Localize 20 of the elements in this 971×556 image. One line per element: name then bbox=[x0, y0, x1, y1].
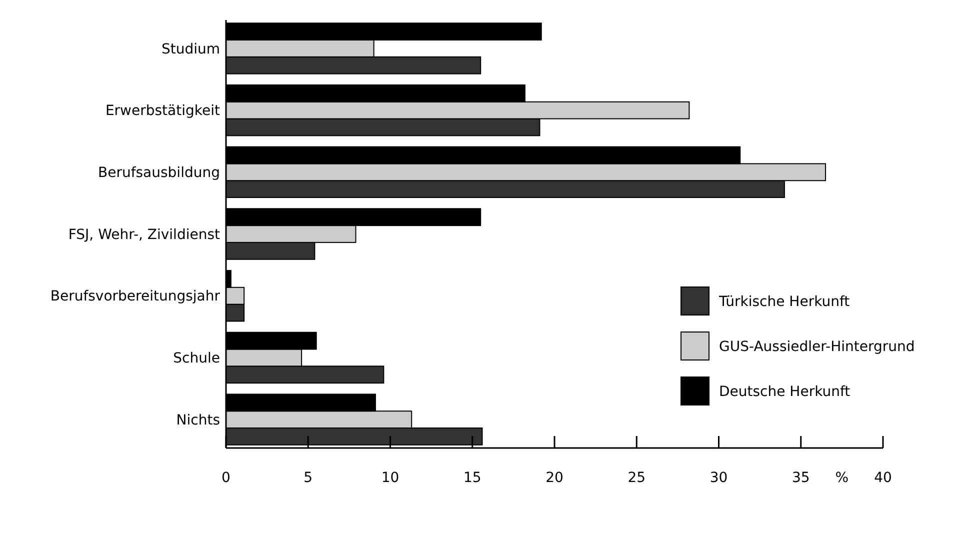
x-tick-label: 10 bbox=[381, 470, 400, 486]
y-tick-label: Berufsvorbereitungsjahr bbox=[50, 288, 220, 305]
x-tick-label: 35 bbox=[792, 470, 810, 486]
x-tick-label: 25 bbox=[628, 470, 646, 486]
x-tick-label: 30 bbox=[710, 470, 728, 486]
x-tick-label: 20 bbox=[546, 470, 564, 486]
legend-label: Türkische Herkunft bbox=[718, 294, 850, 310]
y-tick-label: FSJ, Wehr-, Zivildienst bbox=[68, 226, 221, 243]
x-axis-title: % bbox=[835, 470, 849, 486]
y-tick-label: Nichts bbox=[176, 412, 220, 428]
y-tick-label: Berufsausbildung bbox=[98, 165, 220, 182]
x-tick-label: 15 bbox=[463, 470, 482, 486]
y-tick-label: Schule bbox=[173, 350, 220, 367]
legend-label: Deutsche Herkunft bbox=[719, 384, 851, 400]
x-tick-label: 40 bbox=[874, 470, 892, 486]
x-tick-label: 5 bbox=[304, 470, 313, 486]
y-tick-label: Studium bbox=[161, 41, 220, 58]
y-tick-label: Erwerbstätigkeit bbox=[105, 103, 220, 120]
legend-label: GUS-Aussiedler-Hintergrund bbox=[719, 338, 915, 355]
x-tick-label: 0 bbox=[222, 470, 230, 486]
